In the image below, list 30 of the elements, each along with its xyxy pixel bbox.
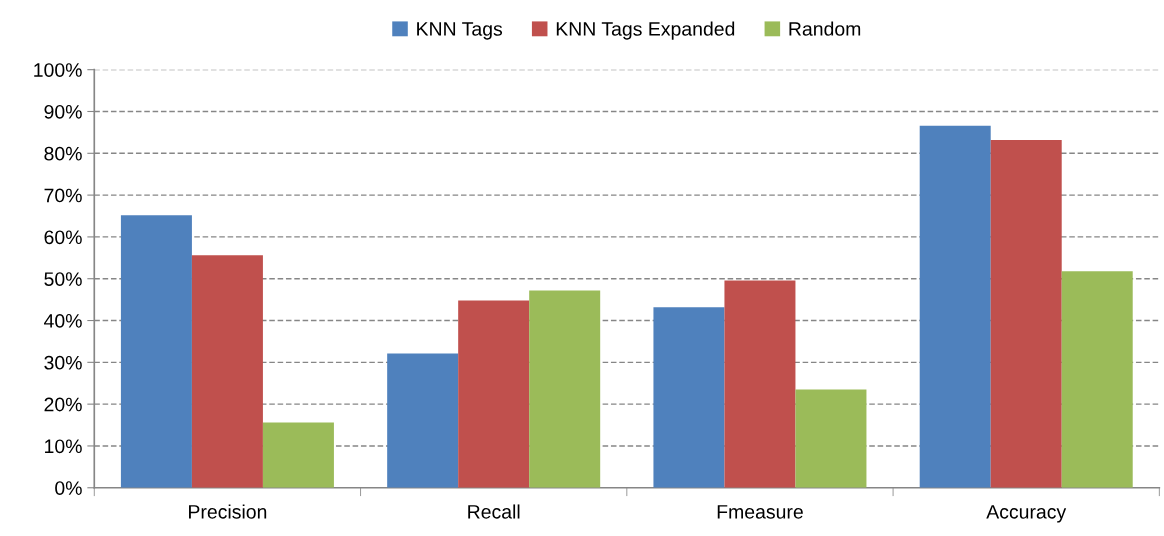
bar <box>529 290 601 488</box>
y-tick-label: 90% <box>44 104 82 119</box>
legend-label: KNN Tags Expanded <box>556 21 735 40</box>
bar <box>458 300 530 488</box>
y-tick-label: 10% <box>45 439 82 454</box>
bar <box>191 255 263 488</box>
bar <box>919 125 991 488</box>
x-tick-label: Fmeasure <box>717 505 803 519</box>
bar <box>262 422 334 488</box>
bar <box>387 353 459 488</box>
bar <box>653 307 725 488</box>
y-tick-label: 30% <box>44 355 82 370</box>
y-tick-label: 0% <box>55 481 82 495</box>
bar <box>795 389 867 488</box>
x-tick-label: Accuracy <box>986 505 1067 523</box>
bar <box>990 139 1062 488</box>
y-tick-label: 100% <box>34 63 82 77</box>
legend-label: Random <box>789 21 861 36</box>
x-tick-label: Recall <box>468 504 520 519</box>
legend-label: KNN Tags <box>417 22 503 40</box>
bar <box>120 215 192 488</box>
y-tick-label: 60% <box>44 230 82 245</box>
bar <box>724 280 796 488</box>
y-tick-label: 20% <box>44 397 82 412</box>
y-tick-label: 40% <box>44 314 82 328</box>
x-tick-label: Precision <box>189 504 267 519</box>
y-tick-label: 80% <box>44 146 82 161</box>
bar <box>1061 271 1133 488</box>
y-tick-label: 50% <box>44 272 82 286</box>
y-tick-label: 70% <box>44 188 82 203</box>
